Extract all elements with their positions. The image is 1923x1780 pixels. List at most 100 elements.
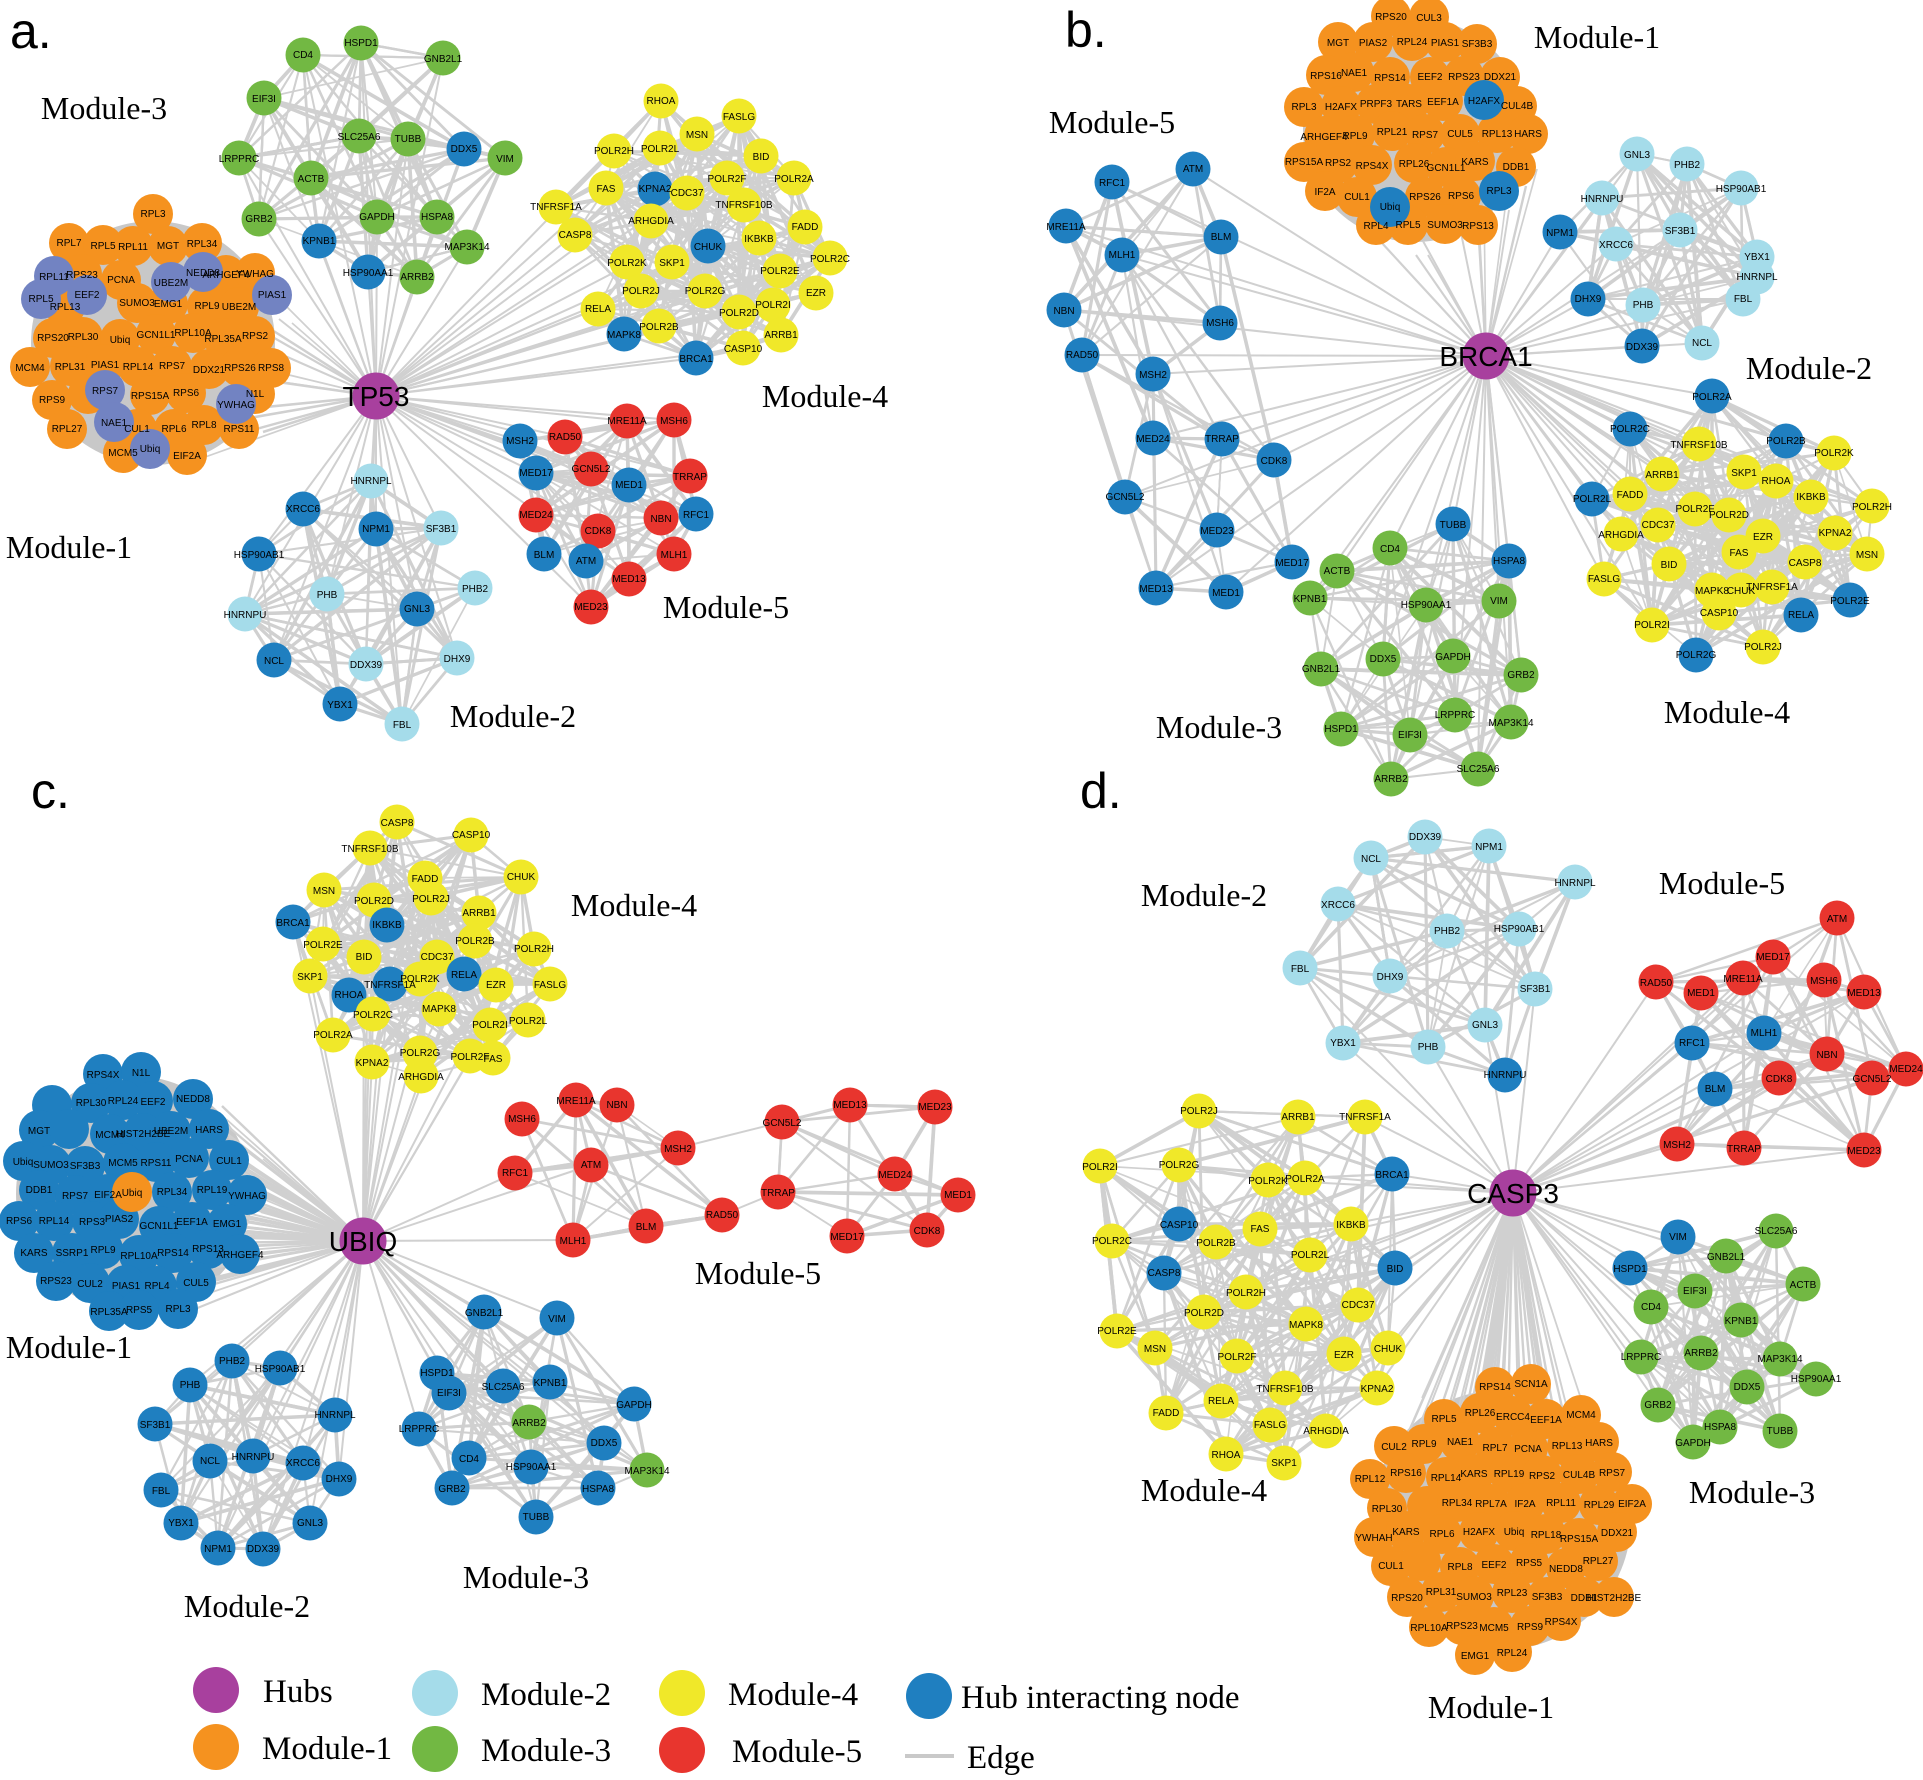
svg-text:RPL3: RPL3 <box>165 1304 190 1315</box>
svg-text:BRCA1: BRCA1 <box>276 918 310 929</box>
svg-text:CUL3: CUL3 <box>1416 13 1442 24</box>
svg-text:SLC25A6: SLC25A6 <box>1457 764 1500 775</box>
svg-text:b.: b. <box>1065 2 1107 58</box>
svg-text:CDK8: CDK8 <box>1766 1074 1793 1085</box>
svg-text:HSP90AB1: HSP90AB1 <box>1716 184 1767 195</box>
svg-text:MED24: MED24 <box>519 510 553 521</box>
svg-text:LRPPRC: LRPPRC <box>399 1424 440 1435</box>
svg-text:CUL1: CUL1 <box>1378 1561 1404 1572</box>
svg-text:GNB2L1: GNB2L1 <box>424 54 463 65</box>
svg-text:RPL31: RPL31 <box>1426 1587 1457 1598</box>
svg-text:YWHAG: YWHAG <box>228 1191 266 1202</box>
svg-text:DDX5: DDX5 <box>1734 1382 1761 1393</box>
svg-text:POLR2D: POLR2D <box>1184 1308 1224 1319</box>
svg-text:EEF1A: EEF1A <box>176 1217 208 1228</box>
svg-text:CDC37: CDC37 <box>1642 520 1675 531</box>
svg-text:RPS4X: RPS4X <box>1545 1617 1578 1628</box>
svg-text:Hub interacting node: Hub interacting node <box>961 1680 1240 1716</box>
svg-text:RPL5: RPL5 <box>1431 1414 1456 1425</box>
svg-text:RPL34: RPL34 <box>1442 1498 1473 1509</box>
svg-text:Module-5: Module-5 <box>1049 104 1175 140</box>
svg-text:POLR2B: POLR2B <box>1196 1238 1236 1249</box>
svg-text:FBL: FBL <box>1734 294 1753 305</box>
svg-text:KPNA2: KPNA2 <box>639 184 672 195</box>
svg-text:CASP10: CASP10 <box>452 830 491 841</box>
svg-text:MLH1: MLH1 <box>1109 250 1136 261</box>
svg-text:KPNB1: KPNB1 <box>534 1378 567 1389</box>
svg-text:H2AFX: H2AFX <box>1325 102 1358 113</box>
svg-text:HNRNPL: HNRNPL <box>1554 878 1596 889</box>
svg-text:RPL9: RPL9 <box>1411 1439 1436 1450</box>
svg-text:POLR2L: POLR2L <box>641 144 680 155</box>
svg-text:MRE11A: MRE11A <box>1046 222 1086 233</box>
svg-text:CHUK: CHUK <box>507 872 536 883</box>
svg-text:KPNA2: KPNA2 <box>356 1058 389 1069</box>
svg-text:BLM: BLM <box>534 550 555 561</box>
svg-text:CDC37: CDC37 <box>1342 1300 1375 1311</box>
svg-text:TP53: TP53 <box>343 381 410 412</box>
svg-text:d.: d. <box>1080 763 1122 819</box>
svg-text:MLH1: MLH1 <box>661 550 688 561</box>
svg-text:c.: c. <box>31 763 70 819</box>
svg-text:EMG1: EMG1 <box>213 1219 242 1230</box>
svg-text:POLR2H: POLR2H <box>594 146 634 157</box>
svg-text:RPL4: RPL4 <box>1363 221 1388 232</box>
svg-text:RPS9: RPS9 <box>39 395 66 406</box>
svg-text:RFC1: RFC1 <box>502 1168 529 1179</box>
svg-text:DHX9: DHX9 <box>1377 972 1404 983</box>
svg-text:RPS6: RPS6 <box>173 388 200 399</box>
svg-text:CD4: CD4 <box>1641 1302 1661 1313</box>
svg-text:RPL11: RPL11 <box>39 272 69 283</box>
svg-text:Edge: Edge <box>967 1740 1035 1775</box>
svg-text:RPS5: RPS5 <box>126 1305 153 1316</box>
svg-text:SF3B3: SF3B3 <box>1462 39 1493 50</box>
svg-text:TUBB: TUBB <box>523 1512 550 1523</box>
svg-text:NBN: NBN <box>1053 306 1074 317</box>
svg-text:MED23: MED23 <box>574 602 608 613</box>
svg-text:DDX5: DDX5 <box>591 1438 618 1449</box>
svg-text:RAD50: RAD50 <box>549 432 582 443</box>
svg-text:CUL5: CUL5 <box>1447 129 1473 140</box>
svg-text:YWHAG: YWHAG <box>217 400 255 411</box>
svg-text:TNFRSF10B: TNFRSF10B <box>341 844 399 855</box>
svg-text:NAE1: NAE1 <box>1341 68 1368 79</box>
svg-text:YWHAG: YWHAG <box>236 269 274 280</box>
svg-text:HSPD1: HSPD1 <box>1613 1264 1647 1275</box>
svg-text:ERCC4: ERCC4 <box>1496 1412 1530 1423</box>
svg-text:RPL21: RPL21 <box>1377 127 1408 138</box>
svg-text:MAP3K14: MAP3K14 <box>444 242 489 253</box>
svg-text:PIAS2: PIAS2 <box>1359 38 1388 49</box>
svg-text:POLR2J: POLR2J <box>1744 642 1782 653</box>
svg-text:RPS20: RPS20 <box>1375 12 1407 23</box>
svg-text:RPS14: RPS14 <box>1479 1382 1511 1393</box>
svg-text:KARS: KARS <box>1392 1527 1420 1538</box>
svg-text:NCL: NCL <box>1361 854 1381 865</box>
svg-text:MSN: MSN <box>1144 1344 1166 1355</box>
svg-text:NPM1: NPM1 <box>1546 228 1574 239</box>
svg-text:DHX9: DHX9 <box>1575 294 1602 305</box>
svg-text:IKBKB: IKBKB <box>1796 492 1826 503</box>
svg-text:POLR2B: POLR2B <box>1766 436 1806 447</box>
svg-text:MED23: MED23 <box>918 1102 952 1113</box>
svg-text:EZR: EZR <box>1753 532 1773 543</box>
svg-text:MSH2: MSH2 <box>1139 370 1167 381</box>
svg-text:Module-5: Module-5 <box>732 1734 862 1770</box>
svg-text:DDX21: DDX21 <box>1601 1528 1634 1539</box>
svg-text:RPS9: RPS9 <box>1517 1622 1544 1633</box>
svg-text:FBL: FBL <box>1291 964 1310 975</box>
svg-text:MED17: MED17 <box>830 1232 864 1243</box>
svg-text:HSP90AB1: HSP90AB1 <box>255 1364 306 1375</box>
svg-text:POLR2D: POLR2D <box>719 308 759 319</box>
svg-text:CUL1: CUL1 <box>124 424 150 435</box>
svg-text:POLR2A: POLR2A <box>1692 392 1732 403</box>
svg-text:RPL24: RPL24 <box>108 1096 139 1107</box>
svg-text:PIAS1: PIAS1 <box>112 1281 141 1292</box>
svg-text:RPL34: RPL34 <box>187 239 218 250</box>
svg-text:Hubs: Hubs <box>263 1674 333 1710</box>
svg-text:ATM: ATM <box>1827 914 1847 925</box>
svg-text:SLC25A6: SLC25A6 <box>338 132 381 143</box>
svg-text:RELA: RELA <box>1208 1396 1234 1407</box>
svg-text:XRCC6: XRCC6 <box>286 1458 320 1469</box>
svg-text:MGT: MGT <box>28 1126 50 1137</box>
svg-text:RPS7: RPS7 <box>1412 130 1439 141</box>
